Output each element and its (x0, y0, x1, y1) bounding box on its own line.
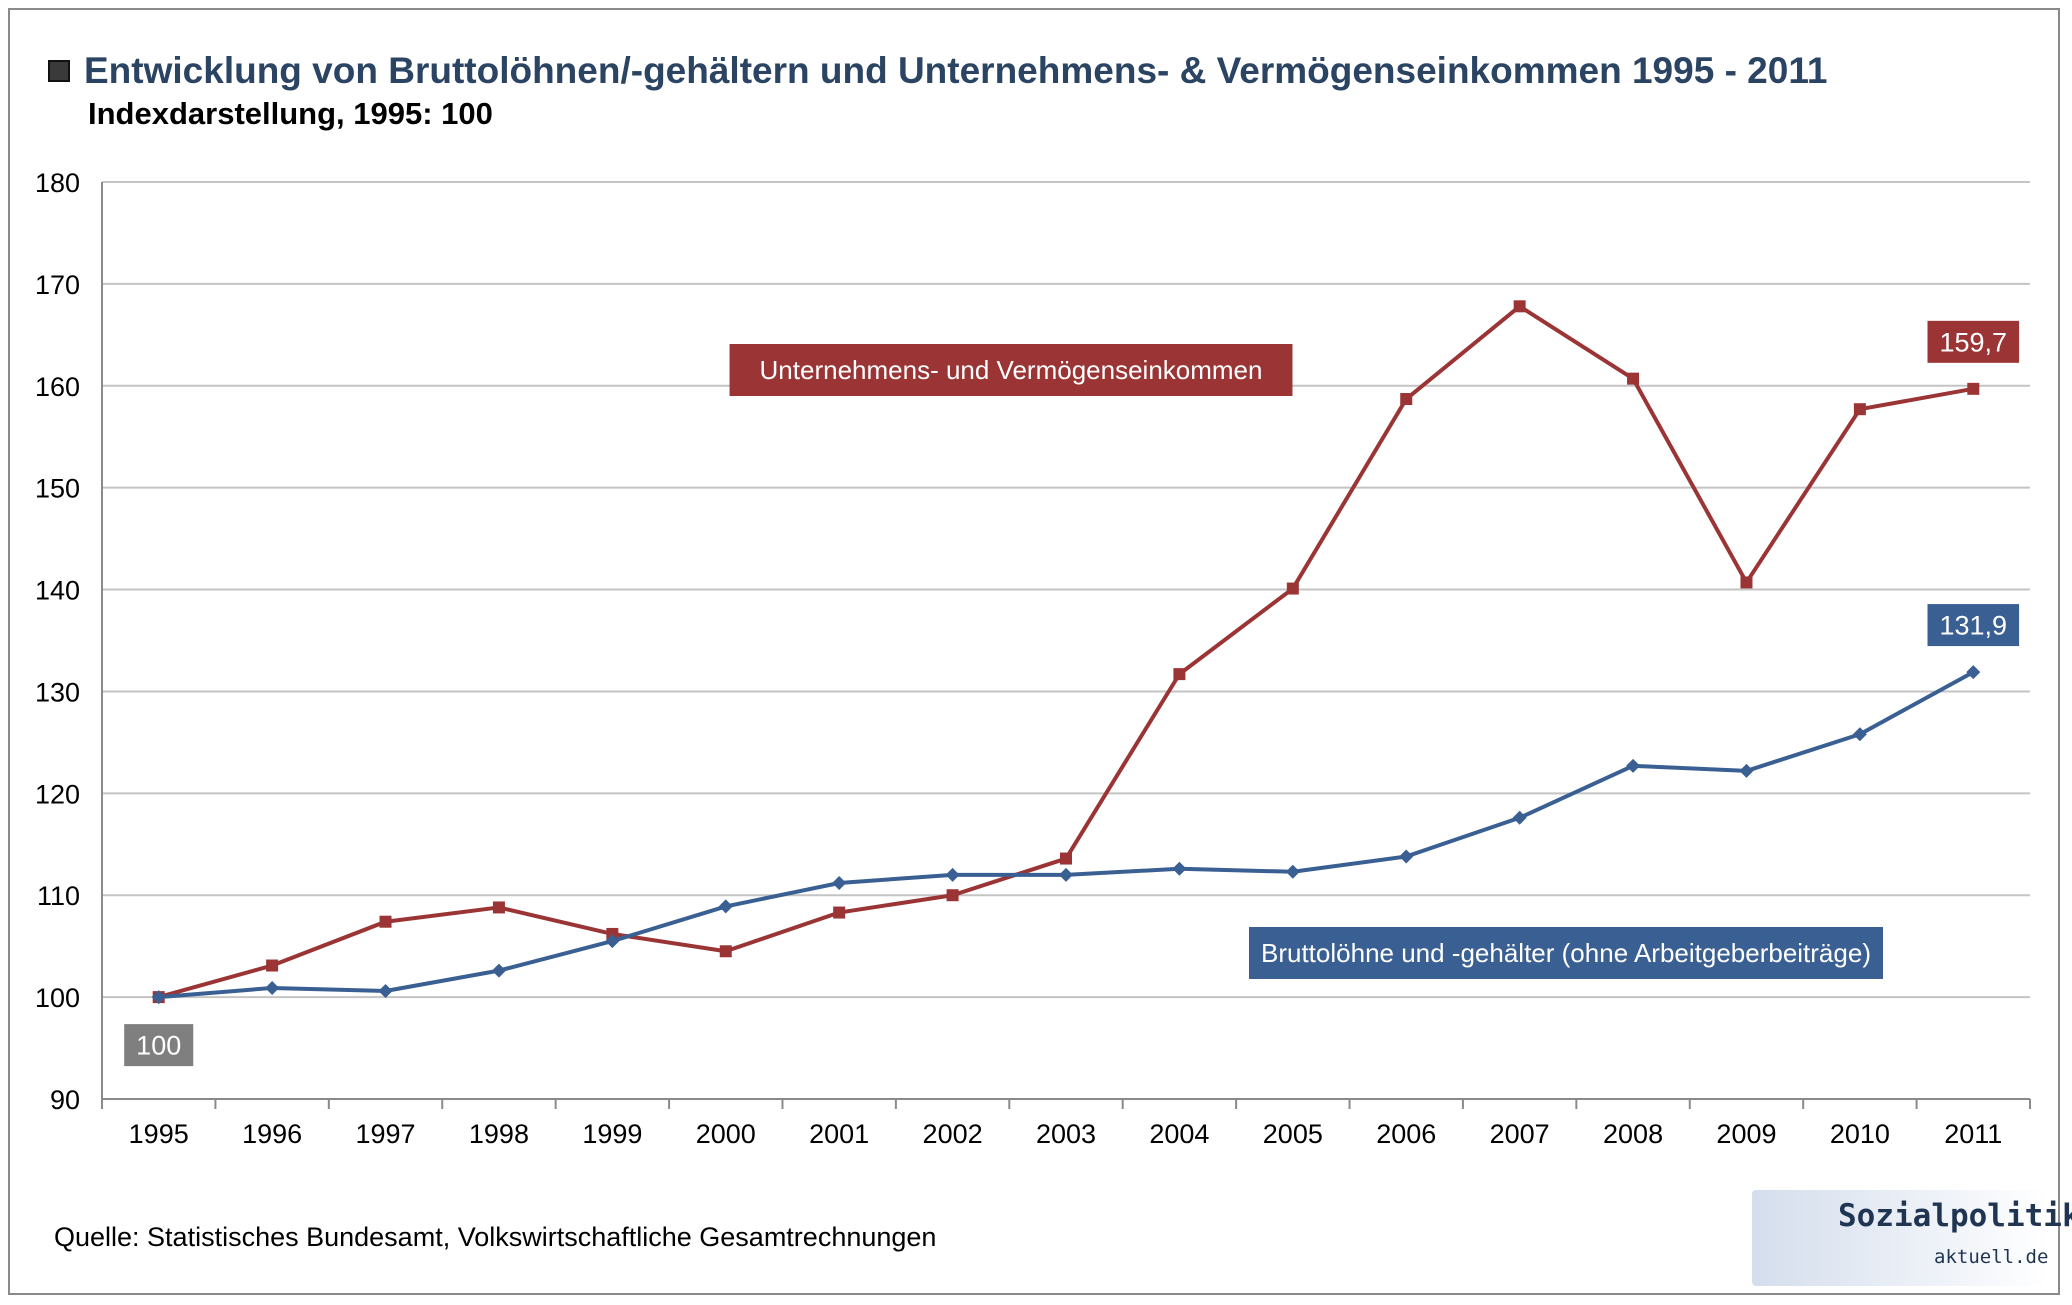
x-tick-label: 1998 (469, 1119, 529, 1149)
y-tick-label: 120 (35, 779, 80, 809)
data-point (1285, 864, 1300, 879)
x-tick-label: 2008 (1603, 1119, 1663, 1149)
data-point (151, 990, 166, 1005)
y-tick-label: 130 (35, 677, 80, 707)
y-tick-label: 180 (35, 168, 80, 198)
value-label-1-text: 159,7 (1940, 327, 2008, 357)
data-point (1060, 852, 1072, 865)
sozialpolitik-logo[interactable]: Sozialpolitik- aktuell.de (1752, 1190, 2072, 1286)
chart-frame (8, 8, 2060, 1295)
data-point (492, 901, 505, 914)
value-label-3-box (124, 1024, 194, 1067)
series-label-bruttoloehne-text: Bruttolöhne und -gehälter (ohne Arbeitge… (1261, 938, 1871, 968)
data-point (1059, 867, 1073, 882)
y-tick-label: 100 (35, 983, 80, 1013)
x-tick-label: 1997 (355, 1119, 415, 1149)
logo-main-text: Sozialpolitik- (1838, 1198, 2072, 1234)
data-point (1967, 382, 1980, 395)
value-label-2-text: 131,9 (1940, 611, 2008, 641)
data-point (718, 899, 733, 914)
x-tick-label: 2004 (1149, 1119, 1209, 1149)
data-point (1966, 665, 1981, 680)
data-point (1173, 668, 1186, 681)
data-point (1400, 393, 1413, 406)
data-point (945, 867, 960, 882)
title-row: Entwicklung von Bruttolöhnen/-gehältern … (48, 50, 1827, 92)
value-label-2: 131,9 (1927, 604, 2020, 647)
value-label-3-text: 100 (136, 1031, 181, 1061)
source-note: Quelle: Statistisches Bundesamt, Volkswi… (54, 1222, 937, 1252)
series-label-unternehmen-text: Unternehmens- und Vermögenseinkommen (760, 355, 1263, 385)
x-tick-label: 2000 (696, 1119, 756, 1149)
data-point (1172, 861, 1187, 876)
value-label-2-box (1927, 604, 2020, 647)
x-tick-label: 2006 (1376, 1119, 1436, 1149)
y-tick-label: 90 (50, 1085, 80, 1115)
value-label-1-box (1927, 320, 2020, 363)
data-point (491, 963, 506, 978)
data-point (1512, 810, 1527, 825)
data-point (379, 915, 392, 928)
data-point (605, 934, 620, 949)
x-tick-label: 1996 (242, 1119, 302, 1149)
data-point (378, 983, 393, 998)
data-point (1513, 300, 1526, 313)
y-tick-label: 140 (35, 576, 80, 606)
data-point (1853, 403, 1866, 416)
x-tick-label: 2009 (1716, 1119, 1776, 1149)
data-point (606, 927, 619, 940)
x-tick-label: 2011 (1944, 1119, 2002, 1149)
data-point (719, 945, 732, 958)
value-label-1: 159,7 (1927, 320, 2020, 363)
series-label-unternehmen-box (729, 344, 1293, 396)
data-point (1286, 582, 1299, 595)
data-point (1626, 758, 1641, 773)
x-tick-label: 2005 (1263, 1119, 1323, 1149)
chart-title: Entwicklung von Bruttolöhnen/-gehältern … (84, 50, 1828, 91)
y-tick-label: 170 (35, 270, 80, 300)
x-tick-label: 1995 (129, 1119, 189, 1149)
logo-sub-text: aktuell.de (1934, 1246, 2049, 1268)
logo-photo-strip (1752, 1190, 2048, 1286)
data-point (1627, 372, 1640, 385)
series-label-bruttoloehne-box (1249, 927, 1883, 979)
data-point (1739, 763, 1754, 778)
series-label-bruttoloehne: Bruttolöhne und -gehälter (ohne Arbeitge… (1249, 927, 1883, 979)
x-tick-label: 2010 (1830, 1119, 1890, 1149)
data-point (832, 875, 847, 890)
data-point (833, 906, 846, 919)
y-tick-label: 160 (35, 372, 80, 402)
data-point (265, 980, 280, 995)
y-tick-label: 150 (35, 474, 80, 504)
x-tick-label: 2007 (1490, 1119, 1550, 1149)
y-tick-label: 110 (37, 881, 80, 911)
x-tick-label: 2003 (1036, 1119, 1096, 1149)
data-point (266, 959, 279, 972)
chart-subtitle: Indexdarstellung, 1995: 100 (88, 96, 493, 131)
data-point (1740, 576, 1753, 589)
value-label-3: 100 (124, 1024, 194, 1067)
data-point (946, 889, 959, 902)
data-point (1852, 727, 1867, 742)
x-tick-label: 2001 (809, 1119, 869, 1149)
series-label-unternehmen: Unternehmens- und Vermögenseinkommen (729, 344, 1293, 396)
series-line-1 (158, 304, 1974, 1000)
x-tick-label: 2002 (923, 1119, 983, 1149)
data-point (1399, 849, 1414, 864)
x-tick-label: 1999 (582, 1119, 642, 1149)
title-bullet-icon (48, 60, 70, 82)
